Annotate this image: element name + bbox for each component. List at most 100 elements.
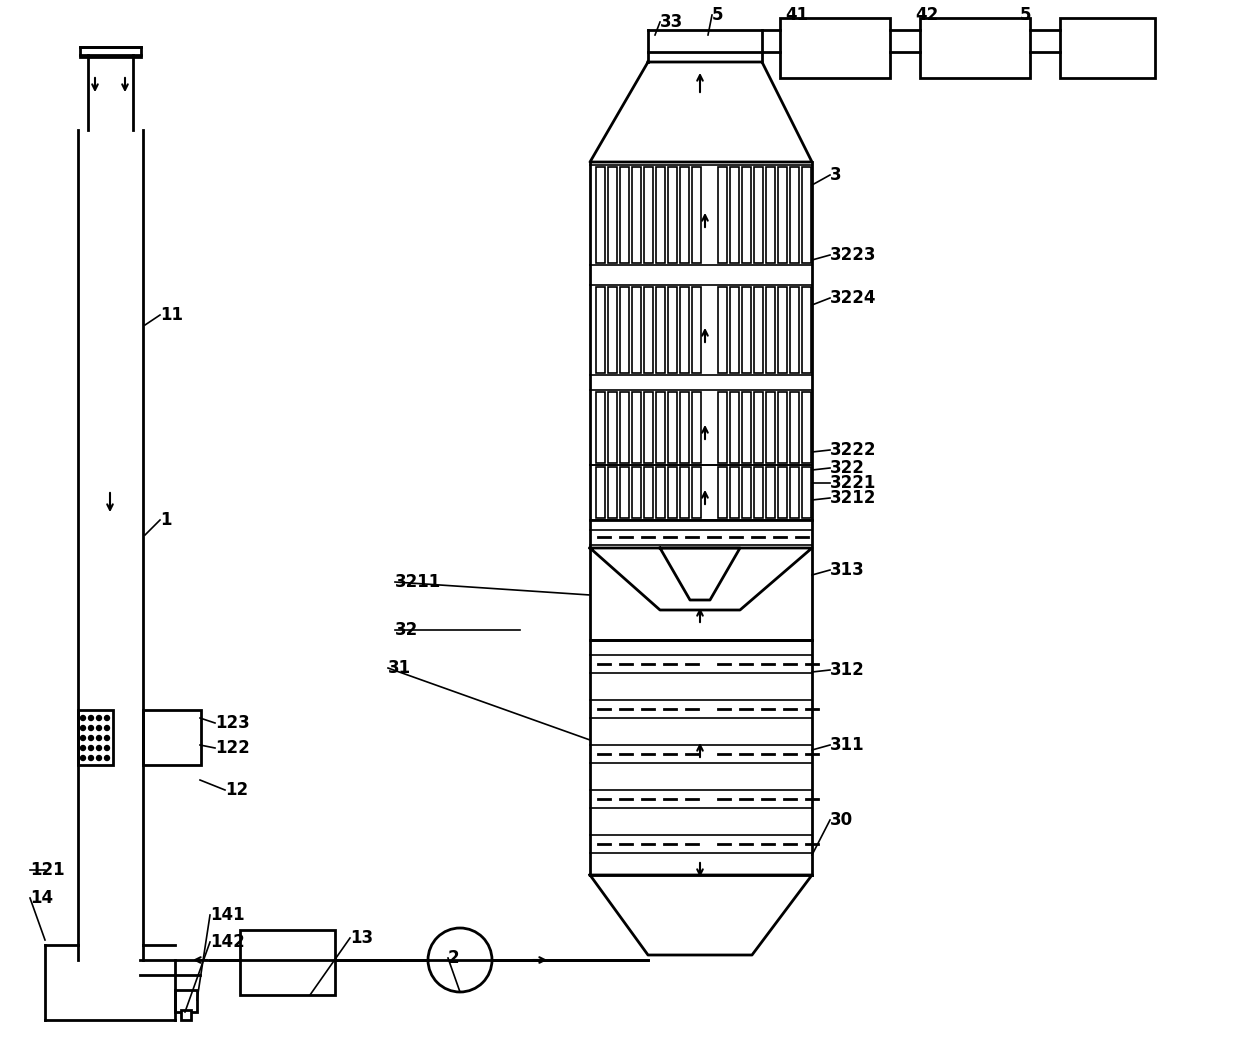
Bar — [608, 167, 618, 263]
Circle shape — [104, 725, 109, 731]
Circle shape — [81, 716, 86, 720]
Text: 3224: 3224 — [830, 289, 877, 307]
Text: 3: 3 — [830, 166, 842, 184]
Text: 3221: 3221 — [830, 474, 877, 492]
Bar — [175, 990, 197, 1012]
Bar — [692, 287, 701, 373]
Bar — [766, 287, 775, 373]
Bar — [241, 930, 335, 995]
Text: 30: 30 — [830, 811, 853, 829]
Circle shape — [88, 725, 93, 731]
Bar — [730, 392, 739, 463]
Bar — [608, 467, 618, 518]
Circle shape — [97, 716, 102, 720]
Text: 1: 1 — [160, 511, 171, 530]
Bar — [692, 167, 701, 263]
Bar — [802, 467, 811, 518]
Bar — [668, 287, 677, 373]
Bar — [777, 287, 787, 373]
Bar — [766, 167, 775, 263]
Bar — [620, 467, 629, 518]
Bar — [718, 287, 727, 373]
Bar — [790, 392, 799, 463]
Text: 3211: 3211 — [396, 573, 441, 591]
Bar — [620, 167, 629, 263]
Bar — [632, 167, 641, 263]
Bar — [730, 167, 739, 263]
Bar — [780, 18, 890, 78]
Bar — [692, 392, 701, 463]
Bar — [718, 167, 727, 263]
Bar — [181, 1010, 191, 1020]
Bar — [143, 710, 201, 765]
Bar — [692, 467, 701, 518]
Circle shape — [97, 755, 102, 760]
Circle shape — [81, 755, 86, 760]
Bar — [742, 167, 751, 263]
Bar — [680, 287, 689, 373]
Bar — [730, 287, 739, 373]
Bar — [656, 167, 665, 263]
Circle shape — [104, 736, 109, 740]
Bar — [596, 167, 605, 263]
Bar — [742, 287, 751, 373]
Bar — [680, 392, 689, 463]
Text: 141: 141 — [210, 907, 244, 925]
Bar — [920, 18, 1030, 78]
Bar — [777, 167, 787, 263]
Text: 322: 322 — [830, 459, 864, 477]
Circle shape — [104, 716, 109, 720]
Bar — [596, 392, 605, 463]
Bar — [656, 287, 665, 373]
Circle shape — [88, 755, 93, 760]
Bar — [754, 167, 763, 263]
Circle shape — [81, 736, 86, 740]
Circle shape — [97, 736, 102, 740]
Bar — [608, 392, 618, 463]
Text: 123: 123 — [215, 714, 249, 732]
Text: 31: 31 — [388, 659, 412, 677]
Bar — [644, 392, 653, 463]
Circle shape — [97, 746, 102, 751]
Text: 42: 42 — [915, 6, 939, 24]
Text: 5: 5 — [1021, 6, 1032, 24]
Bar — [608, 287, 618, 373]
Text: 3212: 3212 — [830, 489, 877, 507]
Text: 32: 32 — [396, 621, 418, 639]
Bar — [78, 710, 113, 765]
Bar — [632, 392, 641, 463]
Circle shape — [81, 746, 86, 751]
Text: 142: 142 — [210, 933, 244, 951]
Text: 41: 41 — [785, 6, 808, 24]
Bar — [644, 167, 653, 263]
Bar — [790, 287, 799, 373]
Bar — [632, 467, 641, 518]
Bar — [656, 392, 665, 463]
Bar — [742, 392, 751, 463]
Bar — [668, 167, 677, 263]
Text: 121: 121 — [30, 861, 64, 879]
Bar — [81, 47, 141, 57]
Bar — [802, 392, 811, 463]
Text: 122: 122 — [215, 739, 249, 757]
Bar — [754, 392, 763, 463]
Circle shape — [104, 746, 109, 751]
Bar — [680, 467, 689, 518]
Bar — [790, 167, 799, 263]
Circle shape — [81, 725, 86, 731]
Bar — [754, 467, 763, 518]
Bar — [777, 392, 787, 463]
Circle shape — [88, 716, 93, 720]
Bar — [1060, 18, 1154, 78]
Bar — [802, 287, 811, 373]
Text: 12: 12 — [224, 780, 248, 798]
Bar — [802, 167, 811, 263]
Text: 312: 312 — [830, 661, 864, 679]
Text: 313: 313 — [830, 561, 864, 579]
Bar — [777, 467, 787, 518]
Bar — [596, 467, 605, 518]
Text: 5: 5 — [712, 6, 723, 24]
Bar — [620, 287, 629, 373]
Bar — [644, 287, 653, 373]
Circle shape — [104, 755, 109, 760]
